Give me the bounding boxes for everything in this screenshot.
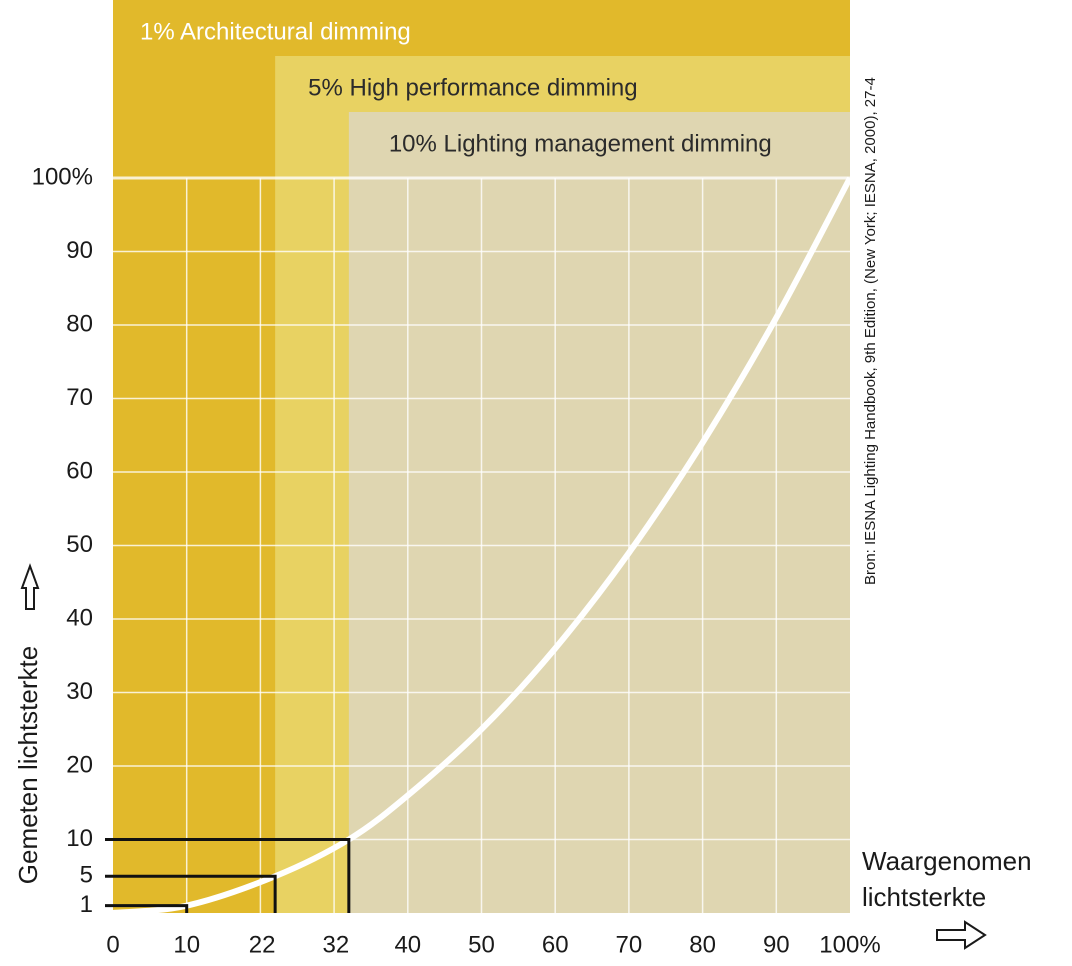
source: Bron: IESNA Lighting Handbook, 9th Editi… <box>862 77 879 585</box>
y-tick-label: 20 <box>66 751 93 778</box>
y-tick-label: 60 <box>66 457 93 484</box>
x-tick-label: 90 <box>763 931 790 958</box>
x-axis-label: Waargenomen lichtsterkte <box>862 846 1032 912</box>
x-tick-label: 0 <box>106 931 119 958</box>
band-label: 1% Architectural dimming <box>140 18 411 45</box>
x-tick-label: 80 <box>689 931 716 958</box>
x-tick-label: 100% <box>819 931 880 958</box>
x-tick-label: 32 <box>322 931 349 958</box>
x-tick-label: 10 <box>173 931 200 958</box>
x-tick-label: 40 <box>394 931 421 958</box>
y-tick-label: 50 <box>66 531 93 558</box>
y-tick-label: 70 <box>66 384 93 411</box>
y-axis-label: Gemeten lichtsterkte <box>13 646 43 884</box>
y-tick-label: 30 <box>66 678 93 705</box>
y-tick-label: 90 <box>66 237 93 264</box>
y-arrow <box>20 563 40 610</box>
guide-line <box>105 838 351 913</box>
grid <box>113 176 850 913</box>
y-tick-label: 80 <box>66 310 93 337</box>
x-tick-label: 22 <box>249 931 276 958</box>
y-tick-label: 10 <box>66 825 93 852</box>
y-tick-label: 100% <box>32 163 93 190</box>
x-arrow <box>936 920 987 950</box>
y-tick-label: 1 <box>80 891 93 918</box>
guide-line <box>105 874 277 913</box>
y-tick-label: 40 <box>66 604 93 631</box>
band-label: 10% Lighting management dimming <box>389 130 772 157</box>
band-label: 5% High performance dimming <box>308 74 637 101</box>
x-tick-label: 60 <box>542 931 569 958</box>
y-tick-label: 5 <box>80 862 93 889</box>
bands: 1% Architectural dimming 5% High performa… <box>113 0 850 913</box>
guide-line <box>105 904 189 913</box>
x-tick-label: 70 <box>616 931 643 958</box>
band <box>348 112 850 913</box>
marks: 15 10 20 30 40 50 60 70 80 90 100% 0 10 22 32 40 50 60 70 8… <box>32 163 881 958</box>
x-tick-label: 50 <box>468 931 495 958</box>
curve <box>112 176 853 916</box>
